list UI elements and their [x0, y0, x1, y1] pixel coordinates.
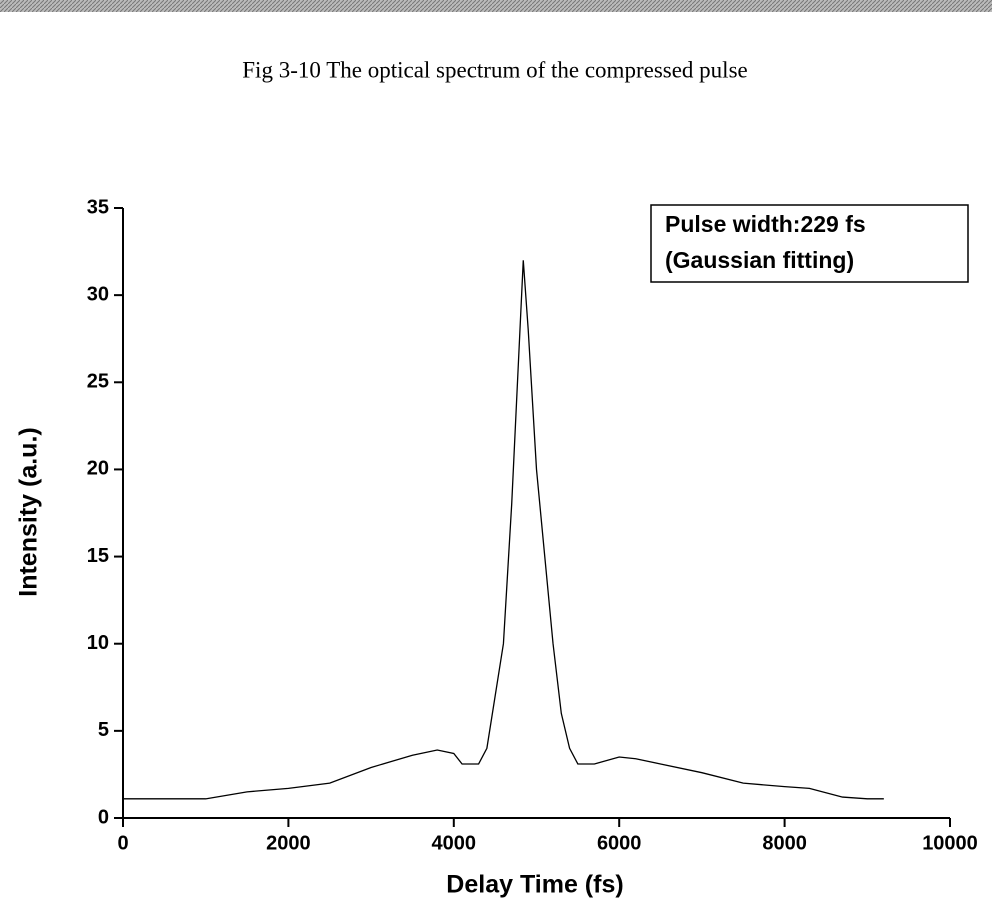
y-tick-label: 5	[98, 719, 109, 741]
x-tick-label: 0	[117, 832, 128, 854]
y-tick-label: 10	[87, 632, 109, 654]
y-tick-label: 20	[87, 458, 109, 480]
y-tick-label: 30	[87, 283, 109, 305]
annotation: Pulse width:229 fs	[665, 211, 866, 237]
x-axis-title: Delay Time (fs)	[446, 871, 623, 899]
x-tick-label: 2000	[266, 832, 311, 854]
y-tick-label: 35	[87, 196, 109, 218]
y-tick-label: 25	[87, 371, 109, 393]
data-line	[123, 260, 884, 800]
y-tick-label: 15	[87, 545, 109, 567]
x-tick-label: 8000	[762, 832, 807, 854]
annotation-box	[650, 204, 969, 283]
header-band	[0, 0, 992, 12]
y-tick-label: 0	[98, 806, 109, 828]
x-tick-label: 6000	[597, 832, 642, 854]
annotation: (Gaussian fitting)	[665, 247, 854, 273]
x-tick-label: 4000	[432, 832, 477, 854]
chart-title: Fig 3-10 The optical spectrum of the com…	[242, 57, 747, 82]
y-axis-title: Intensity (a.u.)	[15, 427, 43, 596]
x-tick-label: 10000	[922, 832, 978, 854]
